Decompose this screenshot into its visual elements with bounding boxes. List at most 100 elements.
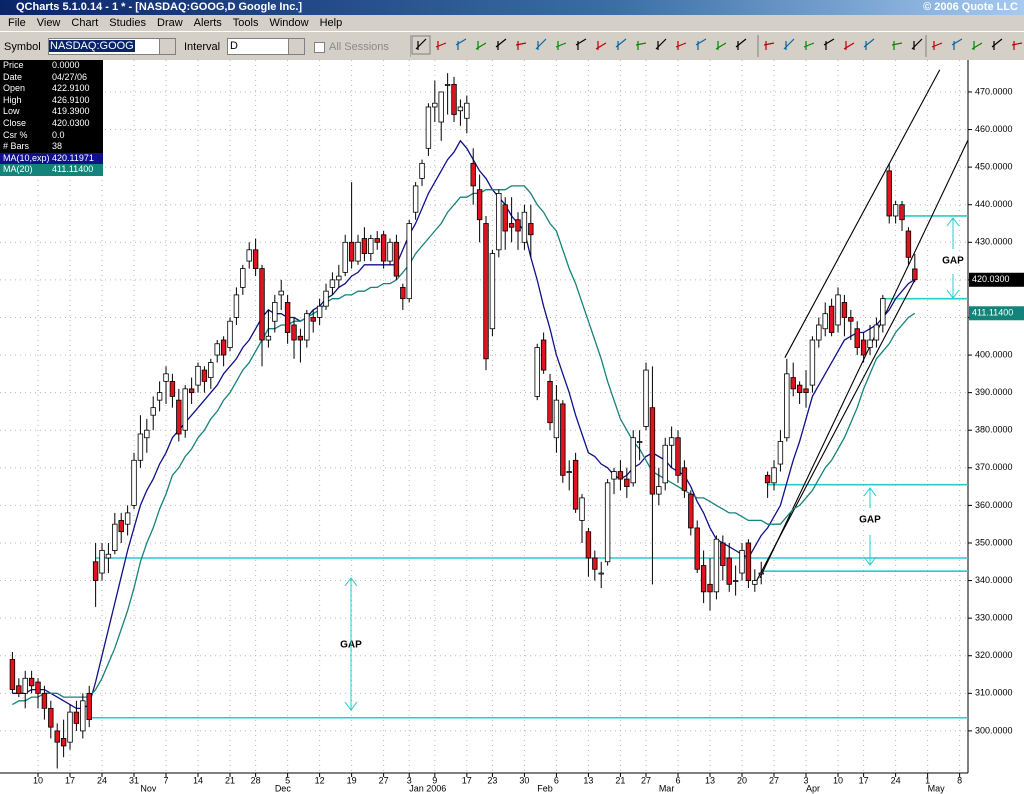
gap-label: GAP	[859, 515, 881, 526]
candle-body	[80, 700, 86, 732]
candle-body	[41, 692, 48, 709]
tool-button[interactable]	[472, 36, 490, 54]
tool-button[interactable]	[820, 36, 838, 54]
candle-body	[649, 407, 656, 495]
interval-input[interactable]: D	[227, 38, 305, 55]
tool-button[interactable]	[968, 36, 986, 54]
candle-body	[483, 223, 489, 360]
tool-button[interactable]	[948, 36, 966, 54]
button-glyph	[891, 41, 903, 50]
tool-button[interactable]	[928, 36, 946, 54]
tool-button[interactable]	[432, 36, 450, 54]
dropdown-button[interactable]	[159, 39, 175, 54]
interval-label: Interval	[184, 41, 221, 53]
candle-body	[432, 102, 438, 108]
tool-button[interactable]	[452, 36, 470, 54]
candle-body	[259, 268, 265, 341]
candle-body	[841, 302, 848, 318]
candle-body	[470, 162, 476, 187]
candle-body	[572, 459, 579, 510]
y-tick-label: 310.0000	[975, 688, 1013, 698]
button-glyph	[575, 38, 587, 50]
tool-button[interactable]	[888, 36, 906, 54]
candle-body	[681, 467, 688, 491]
candle-body	[867, 339, 873, 348]
menu-item[interactable]: Studies	[109, 17, 146, 29]
info-value: 420.11971	[52, 152, 94, 163]
y-tick-label: 320.0000	[975, 650, 1013, 660]
tool-button[interactable]	[760, 36, 778, 54]
menu-item[interactable]: Window	[269, 17, 309, 29]
price-tag-label: 420.0300	[972, 274, 1010, 284]
sessions-checkbox[interactable]	[314, 42, 325, 53]
candle-body	[771, 467, 777, 484]
menu-item[interactable]: Draw	[157, 17, 183, 29]
candle-body	[643, 369, 649, 427]
x-tick-label: 10	[833, 775, 843, 785]
info-value: 422.9100	[52, 83, 90, 94]
x-tick-label: 20	[737, 775, 747, 785]
candle-body	[508, 223, 515, 228]
candle-body	[662, 444, 668, 484]
tool-button[interactable]	[552, 36, 570, 54]
tool-button[interactable]	[492, 36, 510, 54]
tool-button[interactable]	[988, 36, 1006, 54]
tool-button[interactable]	[592, 36, 610, 54]
tool-button[interactable]	[572, 36, 590, 54]
tool-button[interactable]	[612, 36, 630, 54]
tool-button[interactable]	[780, 36, 798, 54]
menu-item[interactable]: Tools	[232, 17, 259, 29]
x-tick-label: 6	[676, 775, 681, 785]
tool-button[interactable]	[532, 36, 550, 54]
symbol-input[interactable]: NASDAQ:GOOG	[48, 38, 176, 55]
menu-item[interactable]: Chart	[71, 17, 99, 29]
menu-item[interactable]: Help	[319, 17, 343, 29]
button-face	[732, 36, 750, 54]
candle-body	[265, 335, 272, 341]
candle-body	[412, 185, 419, 213]
x-tick-label: 8	[957, 775, 962, 785]
button-glyph	[495, 38, 507, 50]
candle-body	[48, 707, 54, 728]
dropdown-button[interactable]	[288, 39, 304, 54]
tool-button[interactable]	[712, 36, 730, 54]
button-glyph	[695, 38, 707, 50]
month-label: Dec	[275, 783, 292, 793]
candle-body	[316, 305, 323, 318]
tool-button[interactable]	[840, 36, 858, 54]
month-label: Mar	[659, 783, 675, 793]
candle-body	[278, 290, 284, 296]
tool-button[interactable]	[732, 36, 750, 54]
candle-body	[713, 538, 720, 593]
candle-body	[35, 681, 41, 694]
y-tick-label: 460.0000	[975, 124, 1013, 134]
candle-body	[886, 170, 892, 217]
tool-button[interactable]	[908, 36, 926, 54]
candle-body	[560, 403, 566, 476]
candle-body	[201, 369, 208, 382]
tool-button[interactable]	[860, 36, 878, 54]
tool-button[interactable]	[800, 36, 818, 54]
tool-button[interactable]	[652, 36, 670, 54]
tool-button[interactable]	[672, 36, 690, 54]
month-label: Apr	[806, 783, 820, 793]
candle-body	[528, 223, 534, 236]
tool-button[interactable]	[632, 36, 650, 54]
tool-button[interactable]	[512, 36, 530, 54]
info-value: 0.0000	[52, 60, 80, 70]
gap-arrow	[344, 577, 358, 711]
tool-button[interactable]	[411, 35, 431, 55]
x-tick-label: 9	[432, 775, 437, 785]
candle-body	[438, 91, 444, 123]
button-face	[572, 36, 590, 54]
tool-button[interactable]	[692, 36, 710, 54]
menu-item[interactable]: Alerts	[193, 17, 222, 29]
candle-body	[208, 362, 214, 378]
menu-item[interactable]: File	[8, 17, 26, 29]
candle-body	[444, 84, 451, 86]
x-tick-label: 27	[641, 775, 651, 785]
info-value: 04/27/06	[52, 71, 88, 82]
candle-body	[240, 268, 246, 288]
menu-item[interactable]: View	[36, 17, 61, 29]
tool-button[interactable]	[1008, 36, 1022, 54]
